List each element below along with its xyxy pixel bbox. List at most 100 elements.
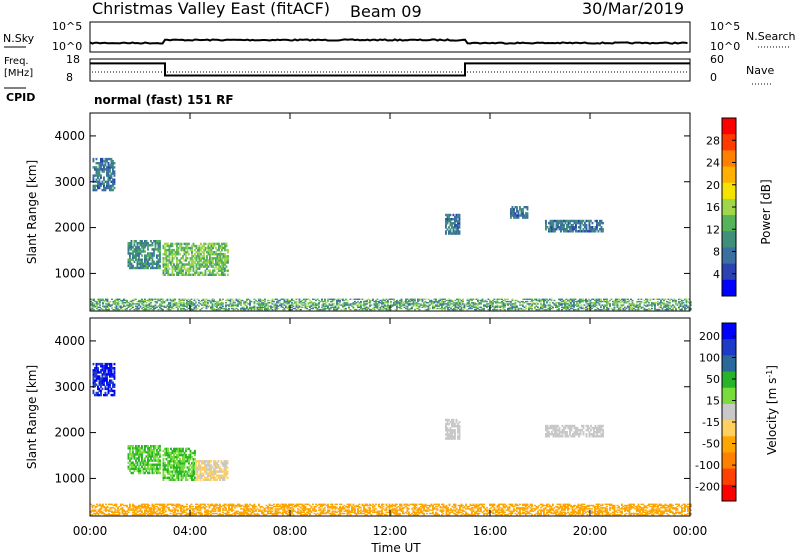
- data-cell: [219, 466, 221, 469]
- data-cell: [579, 431, 582, 434]
- data-cell: [307, 298, 310, 300]
- data-cell: [197, 248, 199, 252]
- data-cell: [379, 306, 382, 308]
- data-cell: [176, 251, 178, 254]
- data-cell: [103, 367, 105, 370]
- data-cell: [208, 478, 211, 481]
- data-cell: [573, 308, 575, 311]
- data-cell: [105, 298, 107, 300]
- data-cell: [160, 304, 163, 306]
- data-cell: [446, 433, 449, 436]
- data-cell: [160, 308, 163, 311]
- data-cell: [212, 246, 214, 250]
- data-cell: [207, 248, 210, 252]
- data-cell: [528, 308, 530, 311]
- data-cell: [204, 263, 207, 266]
- data-cell: [127, 302, 130, 304]
- data-cell: [169, 308, 172, 311]
- data-cell: [92, 381, 95, 384]
- data-cell: [228, 511, 230, 513]
- data-cell: [190, 308, 193, 311]
- data-cell: [110, 373, 113, 376]
- data-cell: [144, 471, 146, 475]
- data-cell: [174, 510, 176, 512]
- data-cell: [546, 433, 549, 436]
- data-cell: [92, 371, 95, 374]
- data-cell: [173, 267, 175, 270]
- data-cell: [141, 264, 143, 268]
- data-cell: [553, 304, 556, 306]
- data-cell: [624, 302, 626, 304]
- data-cell: [499, 308, 502, 311]
- data-cell: [210, 474, 212, 477]
- data-cell: [217, 507, 220, 509]
- data-cell: [157, 507, 160, 509]
- data-cell: [235, 304, 238, 306]
- data-cell: [110, 381, 113, 384]
- data-cell: [220, 462, 223, 465]
- data-cell: [600, 230, 603, 233]
- data-cell: [207, 510, 209, 512]
- data-cell: [469, 298, 472, 300]
- data-cell: [194, 466, 196, 469]
- data-cell: [159, 304, 161, 306]
- data-cell: [538, 307, 541, 310]
- data-cell: [221, 244, 223, 248]
- data-cell: [573, 424, 576, 428]
- data-cell: [249, 306, 251, 308]
- data-cell: [188, 460, 190, 463]
- data-cell: [564, 307, 566, 310]
- data-cell: [207, 478, 209, 481]
- data-cell: [361, 304, 364, 306]
- data-cell: [575, 230, 577, 233]
- data-cell: [613, 304, 616, 306]
- data-cell: [132, 266, 134, 270]
- data-cell: [167, 259, 169, 262]
- data-cell: [460, 299, 463, 302]
- data-cell: [585, 424, 588, 428]
- data-cell: [304, 305, 307, 307]
- data-cell: [486, 306, 488, 308]
- data-cell: [100, 512, 103, 515]
- data-cell: [147, 451, 149, 454]
- data-cell: [459, 298, 461, 300]
- data-cell: [136, 250, 139, 253]
- data-cell: [684, 308, 686, 311]
- data-cell: [551, 228, 553, 231]
- data-cell: [426, 308, 428, 311]
- data-cell: [663, 305, 665, 307]
- data-cell: [107, 383, 110, 386]
- data-cell: [171, 265, 174, 268]
- data-cell: [228, 307, 230, 310]
- data-cell: [124, 513, 127, 516]
- data-cell: [446, 228, 449, 231]
- data-cell: [197, 251, 199, 254]
- data-cell: [538, 308, 541, 311]
- data-cell: [387, 299, 389, 302]
- data-cell: [205, 306, 208, 308]
- data-cell: [208, 464, 211, 467]
- data-cell: [364, 303, 367, 305]
- data-cell: [468, 303, 470, 305]
- data-cell: [147, 503, 149, 505]
- data-cell: [548, 228, 550, 231]
- data-cell: [194, 478, 196, 481]
- data-cell: [141, 504, 143, 507]
- data-cell: [234, 304, 236, 306]
- data-cell: [144, 513, 146, 516]
- data-cell: [406, 308, 409, 311]
- data-cell: [219, 505, 221, 508]
- data-cell: [182, 462, 184, 465]
- data-cell: [183, 509, 185, 511]
- data-cell: [573, 426, 576, 430]
- data-cell: [541, 306, 544, 308]
- data-cell: [475, 303, 478, 305]
- data-cell: [238, 505, 241, 508]
- data-cell: [551, 426, 553, 430]
- data-cell: [215, 257, 217, 260]
- data-cell: [660, 305, 662, 307]
- data-cell: [144, 451, 146, 454]
- data-cell: [631, 302, 634, 304]
- data-cell: [205, 307, 208, 310]
- data-cell: [207, 474, 209, 477]
